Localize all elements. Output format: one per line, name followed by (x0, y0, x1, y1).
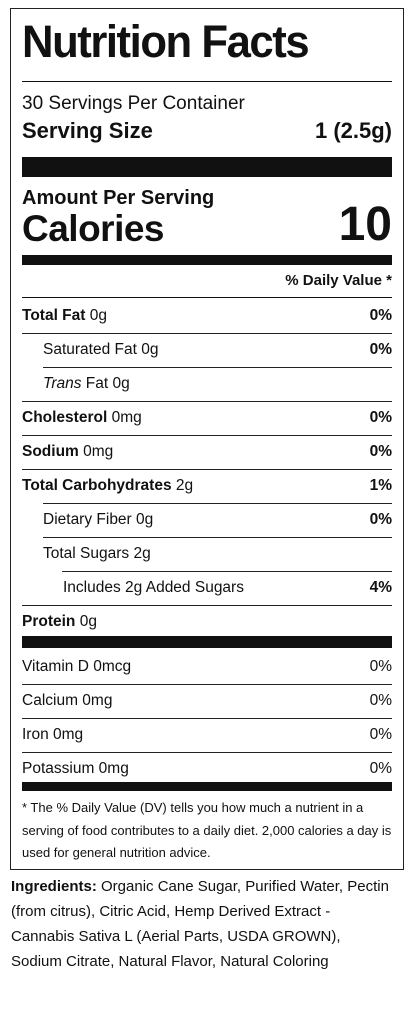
calories-value: 10 (338, 198, 392, 251)
nutrient-row-cholesterol: Cholesterol 0mg 0% (22, 401, 392, 435)
vitamin-name: Vitamin D 0mcg (22, 658, 132, 675)
ingredients-section: Ingredients: Organic Cane Sugar, Purifie… (11, 874, 391, 974)
nutrient-name: Protein (22, 613, 76, 630)
nutrient-amount: 2g (171, 477, 194, 494)
nutrient-amount: 0g (75, 613, 97, 630)
nutrient-name: Fat 0g (81, 375, 130, 392)
nutrient-amount: 0mg (107, 409, 142, 426)
nutrient-row-total-fat: Total Fat 0g 0% (22, 299, 392, 333)
vitamin-dv: 0% (369, 658, 392, 675)
nutrient-dv: 0% (369, 511, 392, 528)
row-divider (43, 367, 392, 368)
ingredients-heading: Ingredients: (11, 878, 97, 895)
vitamin-name: Iron 0mg (22, 726, 84, 743)
serving-size-value: 1 (2.5g) (314, 118, 392, 143)
nutrient-row-saturated-fat: Saturated Fat 0g 0% (22, 333, 392, 367)
ingredients-text: Organic Cane Sugar, Purified Water, Pect… (11, 878, 389, 970)
nutrient-dv: 1% (369, 477, 392, 494)
nutrient-name: Total Sugars 2g (43, 545, 151, 562)
nutrient-row-protein: Protein 0g (22, 605, 392, 639)
row-divider (22, 718, 392, 719)
vitamin-name: Calcium 0mg (22, 692, 113, 709)
nutrient-row-trans-fat: Trans Fat 0g (22, 367, 392, 401)
nutrient-name-italic: Trans (43, 375, 82, 392)
nutrient-amount: 0g (85, 307, 107, 324)
divider-thick (22, 157, 392, 177)
calories-label: Calories (22, 208, 165, 249)
row-divider (22, 333, 392, 334)
vitamin-row-vitamin-d: Vitamin D 0mcg 0% (22, 650, 392, 684)
nutrient-dv: 0% (369, 409, 392, 426)
row-divider (22, 435, 392, 436)
row-divider (22, 605, 392, 606)
nutrient-name: Total Fat (22, 307, 86, 324)
nutrient-row-dietary-fiber: Dietary Fiber 0g 0% (22, 503, 392, 537)
divider-thin (22, 81, 392, 82)
nutrient-row-total-carbohydrates: Total Carbohydrates 2g 1% (22, 469, 392, 503)
serving-size-row: Serving Size 1 (2.5g) (22, 118, 392, 144)
row-divider (22, 401, 392, 402)
divider-thin (22, 297, 392, 298)
divider-thick (22, 636, 392, 648)
vitamin-dv: 0% (369, 692, 392, 709)
row-divider (22, 752, 392, 753)
nutrient-name: Includes 2g Added Sugars (63, 579, 244, 596)
nutrient-name: Dietary Fiber 0g (43, 511, 154, 528)
nutrient-name: Total Carbohydrates (22, 477, 172, 494)
nutrient-name: Saturated Fat 0g (43, 341, 159, 358)
vitamin-dv: 0% (369, 760, 392, 777)
vitamin-name: Potassium 0mg (22, 760, 129, 777)
daily-value-footnote: * The % Daily Value (DV) tells you how m… (22, 800, 392, 860)
nutrient-dv: 0% (369, 307, 392, 324)
nutrient-amount: 0mg (78, 443, 114, 460)
vitamin-dv: 0% (369, 726, 392, 743)
nutrient-name: Sodium (22, 443, 79, 460)
row-divider (62, 571, 392, 572)
row-divider (43, 537, 392, 538)
daily-value-header: % Daily Value * (285, 272, 392, 289)
row-divider (22, 684, 392, 685)
nutrient-dv: 0% (369, 443, 392, 460)
divider-medium (22, 782, 392, 791)
servings-per-container: 30 Servings Per Container (22, 93, 245, 114)
divider-medium (22, 255, 392, 265)
amount-per-serving: Amount Per Serving (22, 187, 215, 209)
nutrient-dv: 4% (369, 579, 392, 596)
nutrient-name: Cholesterol (22, 409, 108, 426)
nutrition-facts-label: Nutrition Facts 30 Servings Per Containe… (10, 8, 404, 870)
label-title: Nutrition Facts (22, 16, 310, 67)
row-divider (22, 469, 392, 470)
nutrient-row-total-sugars: Total Sugars 2g (22, 537, 392, 571)
vitamin-row-potassium: Potassium 0mg 0% (22, 752, 392, 786)
nutrient-row-sodium: Sodium 0mg 0% (22, 435, 392, 469)
row-divider (43, 503, 392, 504)
vitamin-row-calcium: Calcium 0mg 0% (22, 684, 392, 718)
nutrient-dv: 0% (369, 341, 392, 358)
serving-size-label: Serving Size (22, 118, 153, 143)
nutrient-row-added-sugars: Includes 2g Added Sugars 4% (22, 571, 392, 605)
vitamin-row-iron: Iron 0mg 0% (22, 718, 392, 752)
